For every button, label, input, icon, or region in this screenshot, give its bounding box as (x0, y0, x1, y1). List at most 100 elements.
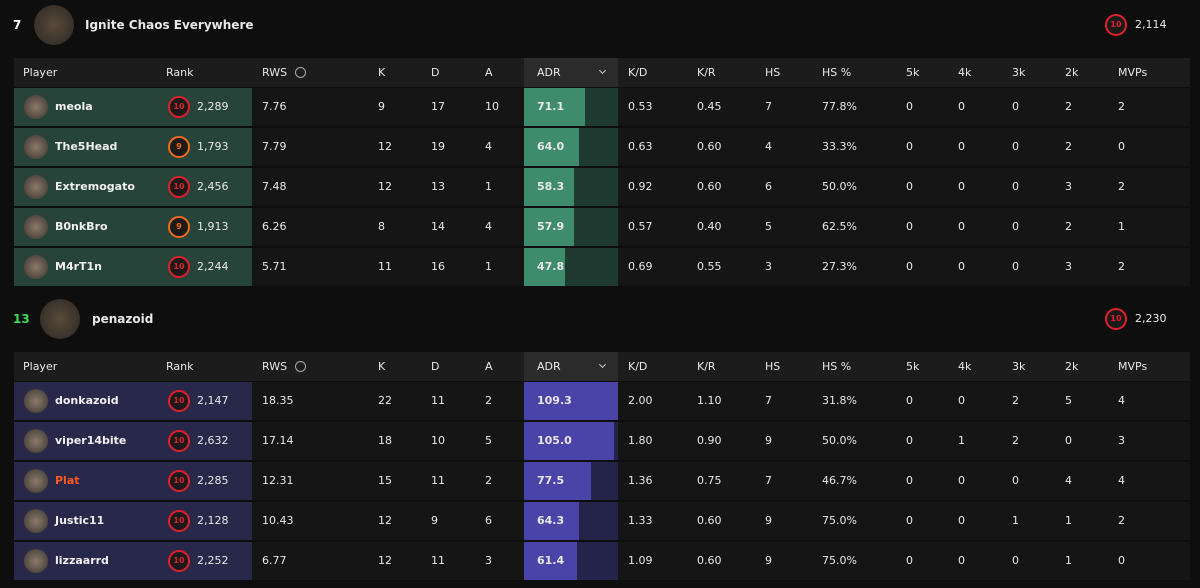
level-ring (168, 176, 190, 198)
level-number: 10 (173, 436, 185, 445)
stat-value: 14 (431, 220, 445, 233)
stat-value: 3 (1065, 260, 1072, 273)
column-header: K (378, 360, 386, 373)
stat-value: 1.80 (628, 434, 653, 447)
player-elo: 2,285 (197, 474, 229, 487)
stats-row (252, 248, 1190, 286)
stat-value: 0.55 (697, 260, 722, 273)
column-header: RWS (262, 360, 288, 373)
adr-bar (524, 502, 580, 540)
stat-value: 58.3 (537, 180, 565, 193)
stat-value: 46.7% (822, 474, 857, 487)
stat-value: 1 (485, 260, 492, 273)
player-cell (14, 208, 252, 246)
stat-value: 5.71 (262, 260, 287, 273)
stat-value: 2 (485, 474, 492, 487)
level-number: 9 (176, 222, 182, 231)
stat-value: 77.5 (537, 474, 565, 487)
stat-value: 10.43 (262, 514, 294, 527)
player-name: B0nkBro (55, 220, 108, 233)
stat-value: 5 (765, 220, 772, 233)
column-header: A (485, 66, 493, 79)
stat-value: 17.14 (262, 434, 294, 447)
stat-value: 22 (378, 394, 392, 407)
player-cell (14, 422, 252, 460)
stat-value: 31.8% (822, 394, 857, 407)
stat-value: 3 (485, 554, 492, 567)
level-ring (168, 256, 190, 278)
column-header: 5k (906, 66, 920, 79)
stat-value: 0 (958, 514, 965, 527)
stat-value: 75.0% (822, 554, 857, 567)
player-avatar (24, 255, 48, 279)
adr-bar (524, 88, 586, 126)
stat-value: 0 (1012, 474, 1019, 487)
column-header: 3k (1012, 360, 1026, 373)
column-header: 4k (958, 360, 972, 373)
stat-value: 0 (906, 220, 913, 233)
stat-value: 2.00 (628, 394, 653, 407)
stats-row (252, 542, 1190, 580)
player-name: viper14bite (55, 434, 127, 447)
adr-bar (524, 422, 615, 460)
player-elo: 2,128 (197, 514, 229, 527)
player-elo: 1,793 (197, 140, 229, 153)
stat-value: 0 (906, 474, 913, 487)
stat-value: 2 (1118, 260, 1125, 273)
stat-value: 1 (1065, 554, 1072, 567)
stat-value: 64.0 (537, 140, 565, 153)
level-ring (168, 470, 190, 492)
stat-value: 0 (906, 100, 913, 113)
column-header: D (431, 66, 440, 79)
stat-value: 3 (1118, 434, 1125, 447)
stat-value: 7 (765, 474, 772, 487)
stat-value: 3 (765, 260, 772, 273)
stat-value: 12 (378, 140, 392, 153)
stat-value: 4 (1118, 394, 1125, 407)
stat-value: 7 (765, 100, 772, 113)
stat-value: 0.63 (628, 140, 653, 153)
stat-value: 0 (958, 180, 965, 193)
column-header: 2k (1065, 360, 1079, 373)
column-header: D (431, 360, 440, 373)
stat-value: 33.3% (822, 140, 857, 153)
player-name: Justic11 (55, 514, 105, 527)
player-avatar (24, 429, 48, 453)
team-rank: 7 (13, 18, 22, 32)
stat-value: 7.76 (262, 100, 287, 113)
stat-value: 6 (485, 514, 492, 527)
stat-value: 2 (485, 394, 492, 407)
adr-bar (524, 168, 575, 206)
stat-value: 11 (431, 394, 445, 407)
level-ring (168, 136, 190, 158)
player-elo: 2,632 (197, 434, 229, 447)
stat-value: 4 (1065, 474, 1072, 487)
stat-value: 1.36 (628, 474, 653, 487)
stat-value: 0 (958, 140, 965, 153)
stat-value: 0.60 (697, 140, 722, 153)
player-elo: 2,252 (197, 554, 229, 567)
team-logo (34, 5, 74, 45)
level-number: 10 (173, 182, 185, 191)
stat-value: 2 (1065, 140, 1072, 153)
stat-value: 12.31 (262, 474, 294, 487)
stats-row (252, 382, 1190, 420)
player-avatar (24, 469, 48, 493)
stat-value: 4 (765, 140, 772, 153)
stat-value: 0 (1118, 140, 1125, 153)
stat-value: 0 (958, 394, 965, 407)
team-name: penazoid (92, 312, 154, 326)
stat-value: 13 (431, 180, 445, 193)
stat-value: 61.4 (537, 554, 565, 567)
player-cell (14, 248, 252, 286)
level-ring (1105, 308, 1127, 330)
stat-value: 4 (1118, 474, 1125, 487)
info-icon (295, 67, 306, 78)
column-header: K/D (628, 360, 648, 373)
column-header: Rank (166, 66, 194, 79)
column-header: K/R (697, 360, 716, 373)
column-header: Player (23, 360, 58, 373)
stat-value: 57.9 (537, 220, 565, 233)
stat-value: 0 (1012, 180, 1019, 193)
stat-value: 6.77 (262, 554, 287, 567)
